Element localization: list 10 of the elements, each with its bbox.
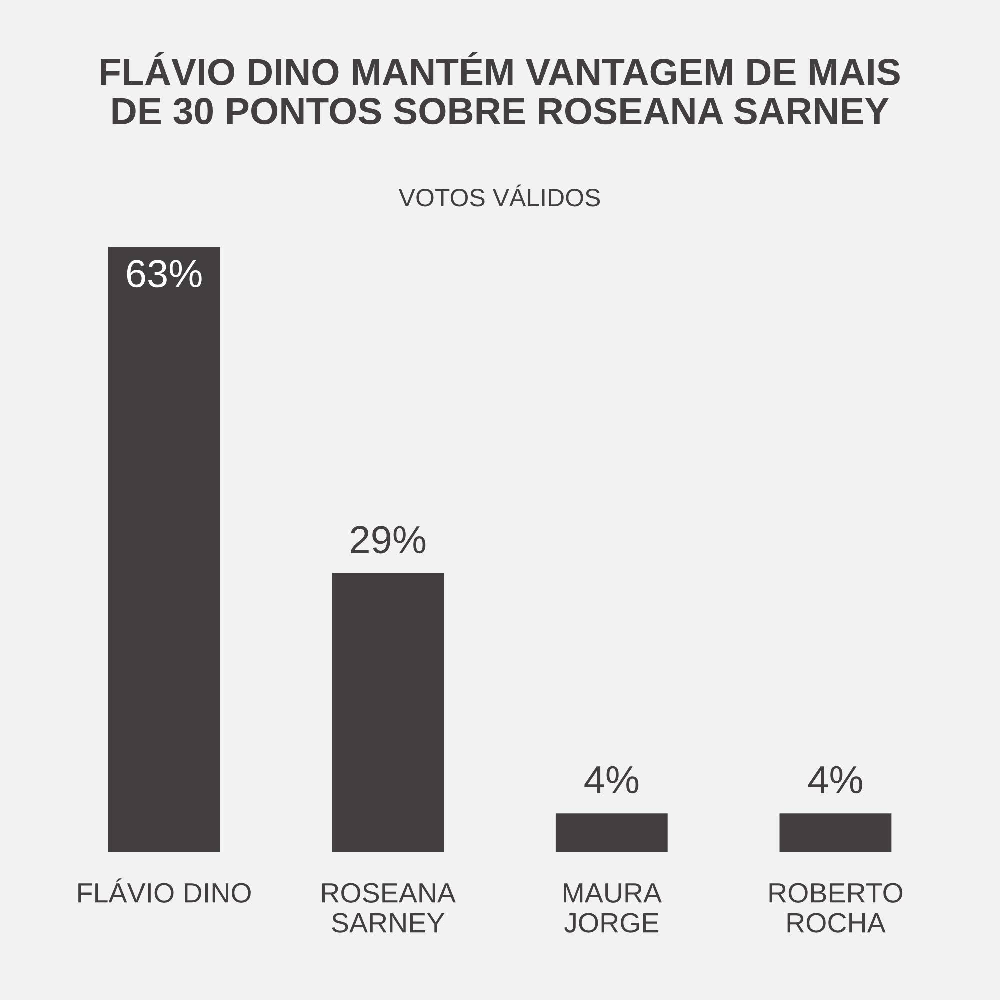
x-tick-label: ROSEANA SARNEY	[322, 883, 456, 933]
x-tick-label: MAURA JORGE	[564, 884, 662, 933]
data-label: 4%	[808, 766, 862, 794]
chart-title: FLÁVIO DINO MANTÉM VANTAGEM DE MAIS DE 30 PONTOS SOBRE ROSEANA SARNEY	[101, 52, 900, 125]
data-label: 29%	[351, 526, 426, 554]
data-label: 4%	[584, 766, 639, 794]
x-tick-label: ROBERTO ROCHA	[770, 883, 903, 933]
data-label: 63%	[127, 260, 202, 288]
x-tick-label: FLÁVIO DINO	[78, 878, 251, 903]
chart-subtitle: VOTOS VÁLIDOS	[398, 184, 600, 207]
